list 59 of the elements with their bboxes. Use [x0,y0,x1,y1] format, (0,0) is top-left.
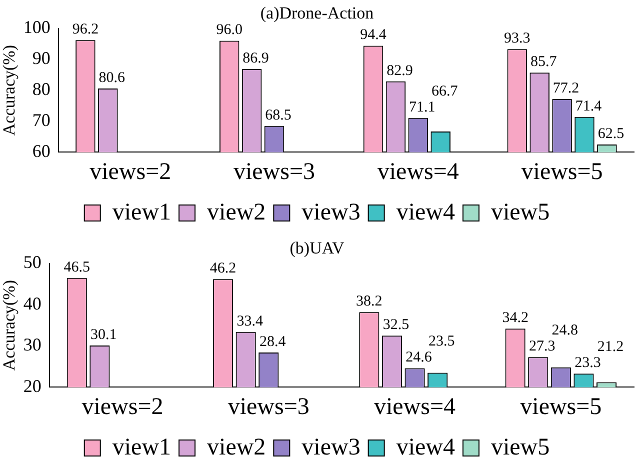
data-label: 21.2 [597,339,624,356]
data-label: 66.7 [431,83,458,100]
y-tick-label: 100 [23,17,50,38]
y-tick-label: 60 [32,140,50,161]
x-tick-label: views=4 [374,394,456,420]
chart-title: (b)UAV [290,238,345,258]
data-label: 71.4 [575,98,602,114]
data-label: 68.5 [265,107,292,124]
y-tick-label: 20 [23,376,42,396]
data-label: 46.5 [64,259,90,276]
data-label: 77.2 [552,80,580,96]
data-label: 82.9 [386,62,413,79]
legend-label: view1 [112,434,172,460]
data-label: 71.1 [409,99,436,116]
x-tick-label: views=3 [228,394,310,420]
data-label: 46.2 [210,260,236,277]
x-tick-label: views=5 [521,158,603,185]
y-tick-label: 90 [32,48,50,68]
legend-label: view1 [112,199,172,226]
y-axis-title: Accuracy(%) [0,280,19,371]
legend-label: view5 [490,434,550,460]
y-tick-label: 80 [32,79,50,100]
data-label: 23.5 [428,334,455,350]
data-label: 96.2 [72,22,99,38]
data-label: 23.3 [574,355,601,372]
data-label: 85.7 [530,54,558,70]
legend-label: view2 [207,199,266,226]
x-tick-label: views=4 [377,158,459,185]
data-label: 27.3 [529,338,556,355]
legend-label: view4 [396,199,455,226]
data-label: 38.2 [356,294,382,310]
legend-label: view3 [302,199,360,226]
data-label: 62.5 [598,126,624,142]
data-label: 24.8 [552,322,578,339]
data-label: 33.4 [236,313,264,330]
data-label: 94.4 [360,27,387,44]
x-tick-label: views=3 [233,158,316,185]
data-label: 30.1 [90,326,117,343]
y-axis-title: Accuracy(%) [0,44,19,136]
data-label: 80.6 [98,70,126,86]
data-label: 24.6 [406,350,432,366]
legend-label: view4 [396,434,455,460]
legend-label: view3 [302,434,360,460]
y-tick-label: 70 [32,110,50,130]
data-label: 32.5 [382,317,410,334]
chart-title: (a)Drone-Action [260,4,374,23]
data-label: 86.9 [242,50,269,66]
data-label: 96.0 [216,22,242,38]
y-tick-label: 50 [23,252,42,272]
x-tick-label: views=2 [82,394,164,420]
data-label: 93.3 [504,30,530,47]
data-label: 28.4 [260,334,286,350]
x-tick-label: views=2 [90,158,172,185]
y-tick-label: 30 [23,334,42,355]
legend-label: view2 [207,434,266,460]
x-tick-label: views=5 [520,394,602,420]
y-tick-label: 40 [23,293,42,314]
data-label: 34.2 [502,310,528,326]
legend-label: view5 [490,199,550,226]
